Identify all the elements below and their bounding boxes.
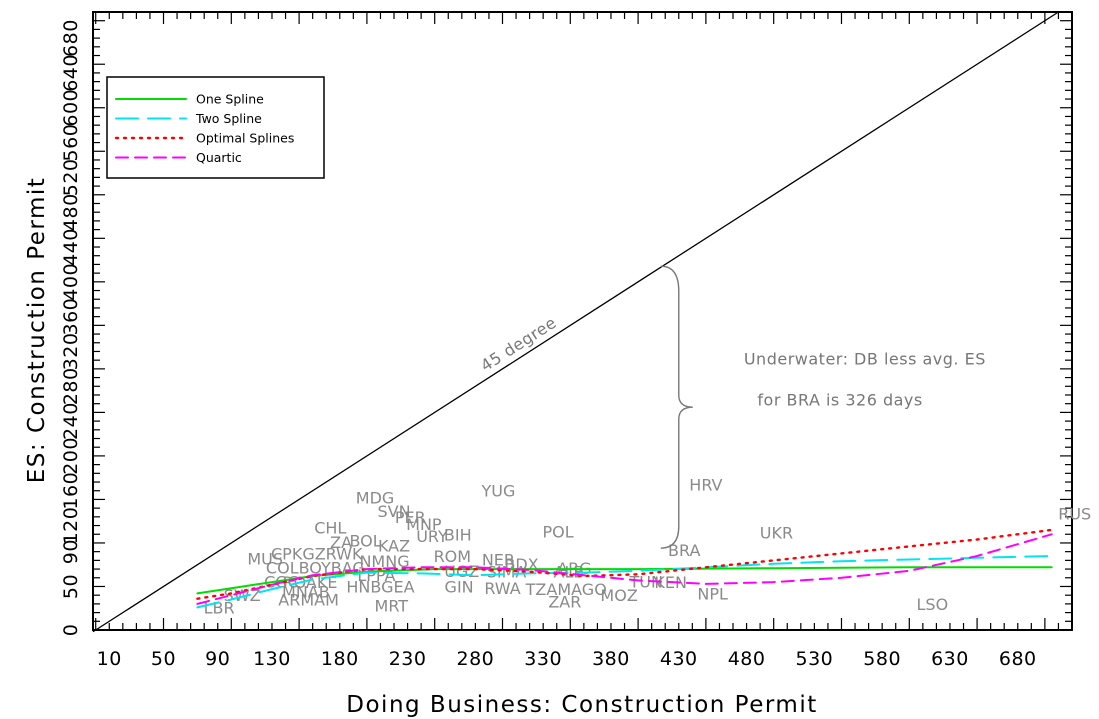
country-label: BOL: [349, 531, 381, 550]
y-tick-label: 400: [60, 263, 82, 301]
country-label: MDG: [356, 489, 395, 508]
x-tick-label: 330: [524, 648, 562, 670]
series-line-quartic: [196, 533, 1053, 605]
country-label: MOZ: [600, 586, 637, 605]
x-tick-label: 280: [456, 648, 494, 670]
y-tick-label: 240: [60, 402, 82, 440]
country-label: ALB: [554, 563, 585, 582]
ticks: 10 50 90 130 180 230 280 330 380 430 480 530 580 630 6…: [60, 12, 1072, 670]
country-label: BRA: [668, 541, 700, 560]
country-label: ZAR: [548, 592, 581, 611]
y-tick-label: 560: [60, 124, 82, 162]
annotation-underwater-1: Underwater: DB less avg. ES: [744, 350, 986, 369]
x-tick-label: 580: [863, 648, 901, 670]
x-axis-title: Doing Business: Construction Permit: [346, 692, 817, 718]
y-tick-label: 50: [60, 574, 82, 599]
country-label: URY: [416, 527, 448, 546]
legend: One Spline Two Spline Optimal Splines Quart…: [106, 76, 325, 179]
y-tick-label: 90: [60, 539, 82, 564]
y-tick-label: 0: [60, 624, 82, 637]
country-label: CPKGZRWK: [271, 544, 363, 563]
y-tick-label: 160: [60, 472, 82, 510]
y-axis-title: ES: Construction Permit: [24, 177, 50, 484]
x-tick-label: 10: [97, 648, 122, 670]
country-label: LBR: [204, 598, 235, 617]
country-label: MRT: [375, 597, 409, 616]
country-label: BIH: [444, 525, 472, 544]
country-label: MNP: [406, 515, 442, 534]
country-label: PER: [395, 508, 426, 527]
x-tick-label: 130: [253, 648, 291, 670]
y-tick-label: 320: [60, 333, 82, 371]
country-label: UKR: [760, 524, 793, 543]
y-tick-label: 480: [60, 193, 82, 231]
y-tick-label: 680: [60, 19, 82, 57]
x-tick-label: 180: [321, 648, 359, 670]
x-tick-label: 680: [999, 648, 1037, 670]
country-label: YUG: [480, 482, 515, 501]
y-tick-label: 640: [60, 54, 82, 92]
underwater-brace: [660, 265, 693, 549]
legend-box: [106, 76, 325, 179]
country-label: MNAB: [282, 583, 330, 602]
country-label: ARMAM: [278, 591, 339, 610]
reference-line-label: 45 degree: [477, 313, 560, 375]
country-label: TZAMAGO: [525, 580, 607, 599]
country-label: MUS: [247, 550, 283, 569]
y-tick-label: 440: [60, 228, 82, 266]
legend-label: One Spline: [196, 92, 264, 107]
country-label: HRV: [689, 476, 722, 495]
annotations: Underwater: DB less avg. ES for BRA is 32…: [660, 265, 986, 549]
country-label: RUS: [1058, 504, 1091, 523]
country-label: SIMA: [487, 563, 527, 582]
reference-line-45: [92, 11, 1059, 633]
legend-label: Optimal Splines: [196, 131, 294, 146]
x-tick-label: 380: [592, 648, 630, 670]
x-tick-label: 630: [931, 648, 969, 670]
country-label: SVN: [377, 502, 410, 521]
country-label: SWZ: [224, 586, 261, 605]
x-tick-label: 430: [660, 648, 698, 670]
country-label: ROM: [434, 547, 472, 566]
y-tick-label: 600: [60, 89, 82, 127]
y-tick-label: 280: [60, 367, 82, 405]
legend-label: Quartic: [196, 150, 242, 165]
country-label: NPL: [697, 584, 728, 603]
x-tick-label: 90: [205, 648, 230, 670]
x-tick-label: 230: [389, 648, 427, 670]
country-label: CHL: [314, 518, 346, 537]
country-label: GIN: [445, 577, 474, 596]
x-tick-label: 530: [795, 648, 833, 670]
y-tick-label: 200: [60, 437, 82, 475]
plot-frame: [92, 11, 1073, 631]
series-lines: [196, 528, 1053, 609]
country-label: KAZ: [378, 537, 410, 556]
x-tick-label: 50: [151, 648, 176, 670]
country-label: RWA: [484, 579, 520, 598]
country-label: LSO: [917, 595, 949, 614]
country-label: NMNG: [359, 552, 409, 571]
annotation-underwater-2: for BRA is 326 days: [757, 390, 922, 409]
y-tick-label: 120: [60, 507, 82, 545]
legend-label: Two Spline: [195, 111, 262, 126]
country-label: NER: [482, 550, 515, 569]
country-label: POL: [543, 523, 574, 542]
y-tick-label: 520: [60, 158, 82, 196]
country-label: HNBGEA: [346, 577, 414, 596]
plot-area: [92, 11, 1073, 631]
country-label: TUN: [629, 572, 663, 591]
x-tick-label: 480: [728, 648, 766, 670]
y-tick-label: 360: [60, 298, 82, 336]
country-label: ZA: [330, 533, 352, 552]
